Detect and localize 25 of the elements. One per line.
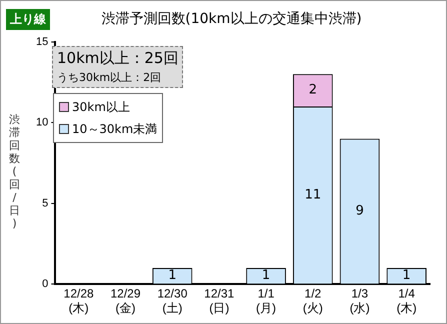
y-tick-label: 0 bbox=[42, 278, 48, 290]
x-tick-label: 12/29 (金) bbox=[110, 286, 141, 316]
data-label: 11 bbox=[304, 187, 322, 202]
legend-label: 30km以上 bbox=[71, 98, 131, 116]
y-tick-label: 15 bbox=[36, 36, 48, 48]
data-label: 2 bbox=[308, 82, 318, 98]
y-tick-label: 10 bbox=[36, 116, 48, 129]
x-tick-label: 1/2 (火) bbox=[302, 286, 323, 316]
x-tick-label: 12/30 (土) bbox=[157, 286, 188, 316]
text: 上り線 bbox=[6, 9, 50, 30]
y-tick-label: 5 bbox=[42, 197, 48, 210]
x-tick-label: 12/31 (日) bbox=[204, 286, 235, 316]
data-label: 9 bbox=[356, 204, 364, 219]
text: 渋滞回数(回/日) bbox=[9, 113, 20, 230]
annotation: うち30km以上：2回 bbox=[57, 70, 162, 85]
annotation: 10km以上：25回 bbox=[57, 49, 178, 68]
x-tick-label: 12/28 (木) bbox=[64, 286, 94, 316]
x-tick-label: 1/3 (水) bbox=[350, 286, 370, 316]
x-tick-label: 1/4 (木) bbox=[396, 286, 417, 316]
data-label: 1 bbox=[262, 268, 270, 284]
chart-title: 渋滞予測回数(10km以上の交通集中渋滞) bbox=[101, 11, 362, 28]
x-tick-label: 1/1 (月) bbox=[256, 286, 276, 316]
legend-label: 10～30km未満 bbox=[71, 120, 158, 138]
data-label: 1 bbox=[168, 268, 176, 284]
data-label: 1 bbox=[402, 268, 411, 284]
